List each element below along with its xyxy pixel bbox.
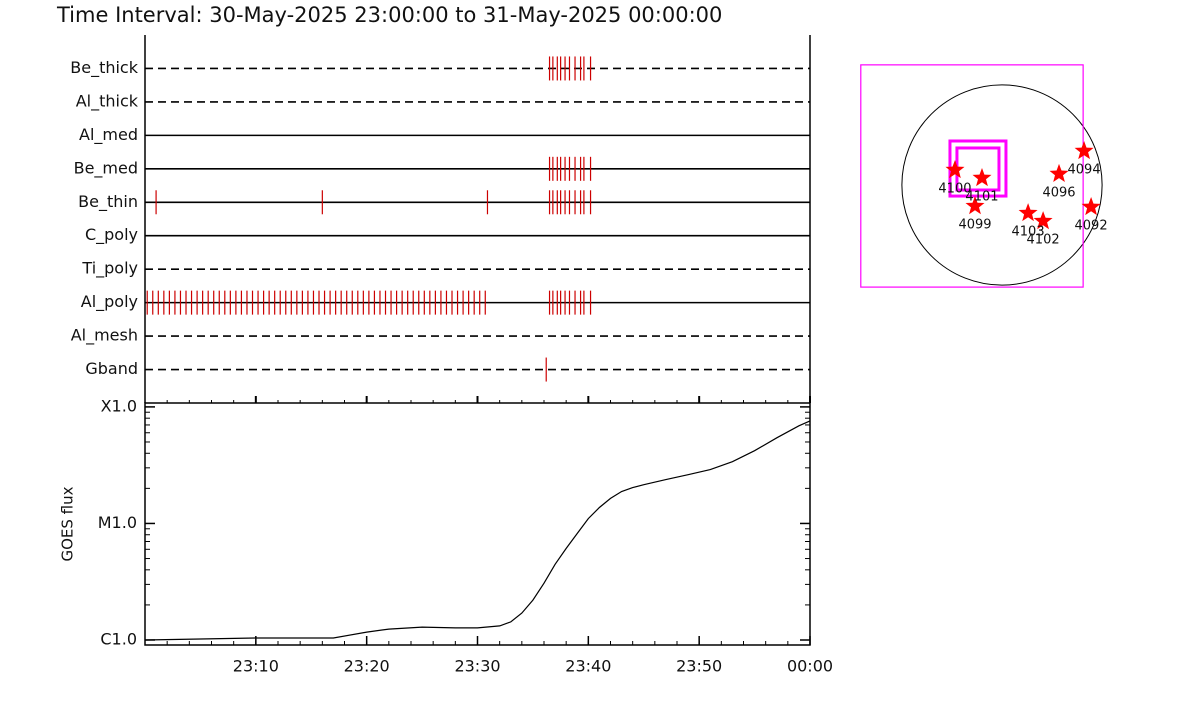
y-tick-label: X1.0	[101, 396, 137, 415]
row-label: Al_mesh	[71, 326, 138, 346]
x-tick-label: 23:30	[454, 657, 500, 676]
region-star	[1081, 197, 1101, 216]
x-tick-label: 23:20	[344, 657, 390, 676]
region-star	[945, 160, 965, 179]
row-label: Ti_poly	[81, 259, 138, 279]
row-label: Al_poly	[81, 292, 138, 312]
row-label: C_poly	[85, 225, 138, 245]
region-star	[965, 196, 985, 215]
region-star	[1074, 141, 1094, 160]
x-tick-label: 00:00	[787, 657, 833, 676]
row-label: Be_thick	[70, 58, 138, 78]
region-star	[1033, 211, 1053, 230]
row-label: Al_thick	[76, 91, 139, 111]
region-label: 4101	[965, 190, 998, 205]
region-label: 4100	[938, 181, 971, 196]
y-axis-label: GOES flux	[59, 486, 77, 561]
fov-box	[860, 64, 1084, 288]
region-star	[1049, 163, 1069, 182]
row-label: Gband	[85, 359, 138, 378]
x-tick-label: 23:50	[676, 657, 722, 676]
row-label: Be_med	[74, 158, 138, 178]
region-star	[972, 168, 992, 187]
region-star	[1018, 203, 1038, 222]
region-label: 4096	[1042, 185, 1075, 200]
row-label: Be_thin	[78, 192, 138, 212]
figure-title: Time Interval: 30-May-2025 23:00:00 to 3…	[56, 3, 722, 27]
region-label: 4103	[1012, 225, 1045, 240]
region-label: 4094	[1068, 163, 1101, 178]
row-label: Al_med	[79, 125, 138, 145]
region-label: 4099	[958, 218, 991, 233]
solar-disk	[901, 84, 1103, 286]
x-tick-label: 23:10	[233, 657, 279, 676]
region-label: 4092	[1075, 219, 1108, 234]
region-label: 4102	[1027, 233, 1060, 248]
flux-line	[144, 420, 811, 641]
y-tick-label: M1.0	[98, 513, 137, 532]
y-tick-label: C1.0	[100, 630, 137, 649]
x-tick-label: 23:40	[565, 657, 611, 676]
